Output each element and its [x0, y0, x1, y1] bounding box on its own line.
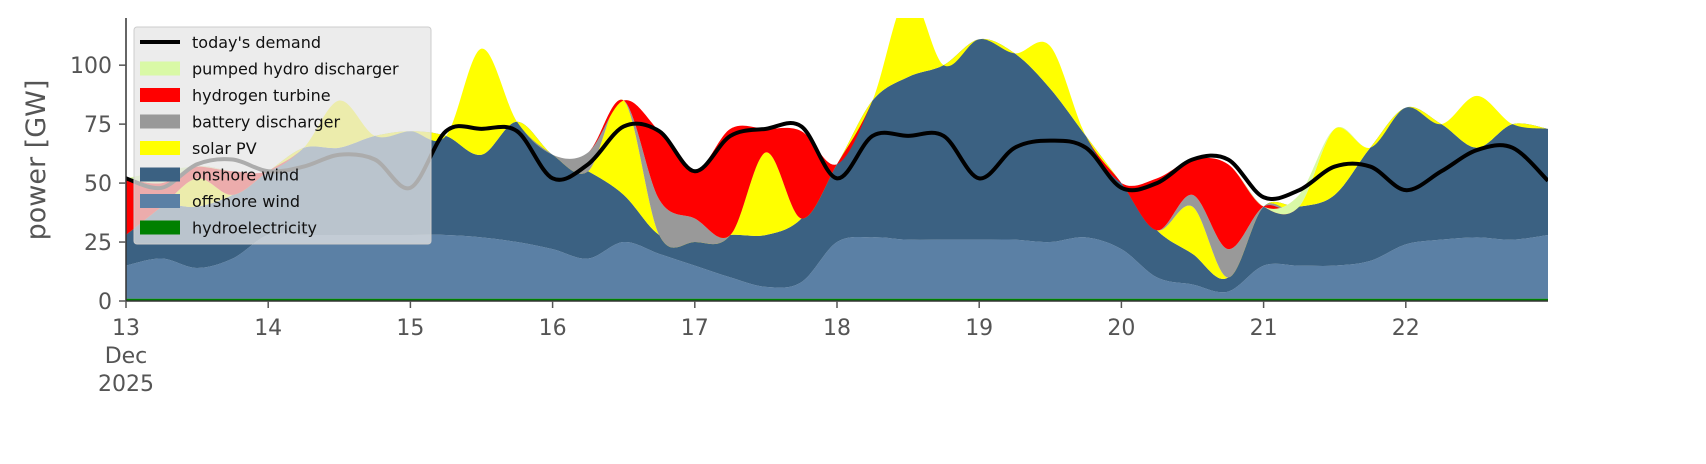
legend-swatch: [140, 141, 180, 155]
legend-label: today's demand: [192, 33, 321, 52]
plot-area: [126, 18, 1548, 301]
x-tick-label: 16: [539, 316, 567, 341]
x-tick-label: 18: [823, 316, 851, 341]
area: [126, 18, 1548, 250]
legend-swatch: [140, 194, 180, 208]
area: [126, 18, 1548, 279]
y-axis-label: power [GW]: [21, 80, 52, 241]
y-tick-label: 75: [84, 113, 112, 138]
x-tick-label: 22: [1392, 316, 1420, 341]
x-tick-label: 14: [254, 316, 282, 341]
area: [126, 233, 1548, 299]
y-tick-label: 0: [98, 290, 112, 315]
legend-label: pumped hydro discharger: [192, 60, 399, 79]
x-tick-label: 21: [1250, 316, 1278, 341]
x-tick-label: 13 Dec 2025: [98, 316, 154, 397]
y-tick-label: 50: [84, 172, 112, 197]
y-tick-label: 25: [84, 231, 112, 256]
legend-label: battery discharger: [192, 113, 340, 132]
legend-label: hydroelectricity: [192, 219, 317, 238]
legend-label: onshore wind: [192, 166, 299, 185]
x-tick-label: 17: [681, 316, 709, 341]
x-tick-label: 15: [396, 316, 424, 341]
x-tick-label: 19: [965, 316, 993, 341]
x-tick-label: 20: [1107, 316, 1135, 341]
area: [126, 38, 1548, 293]
legend-label: offshore wind: [192, 192, 300, 211]
legend-swatch: [140, 88, 180, 102]
legend-label: solar PV: [192, 139, 257, 158]
legend-swatch: [140, 220, 180, 235]
y-tick-label: 100: [70, 54, 112, 79]
legend-swatch: [140, 61, 180, 76]
legend-label: hydrogen turbine: [192, 86, 331, 105]
legend: today's demand pumped hydro discharger hyd…: [133, 26, 432, 245]
legend-box: [133, 26, 432, 245]
legend-swatch: [140, 114, 180, 129]
legend-swatch: [140, 167, 180, 182]
